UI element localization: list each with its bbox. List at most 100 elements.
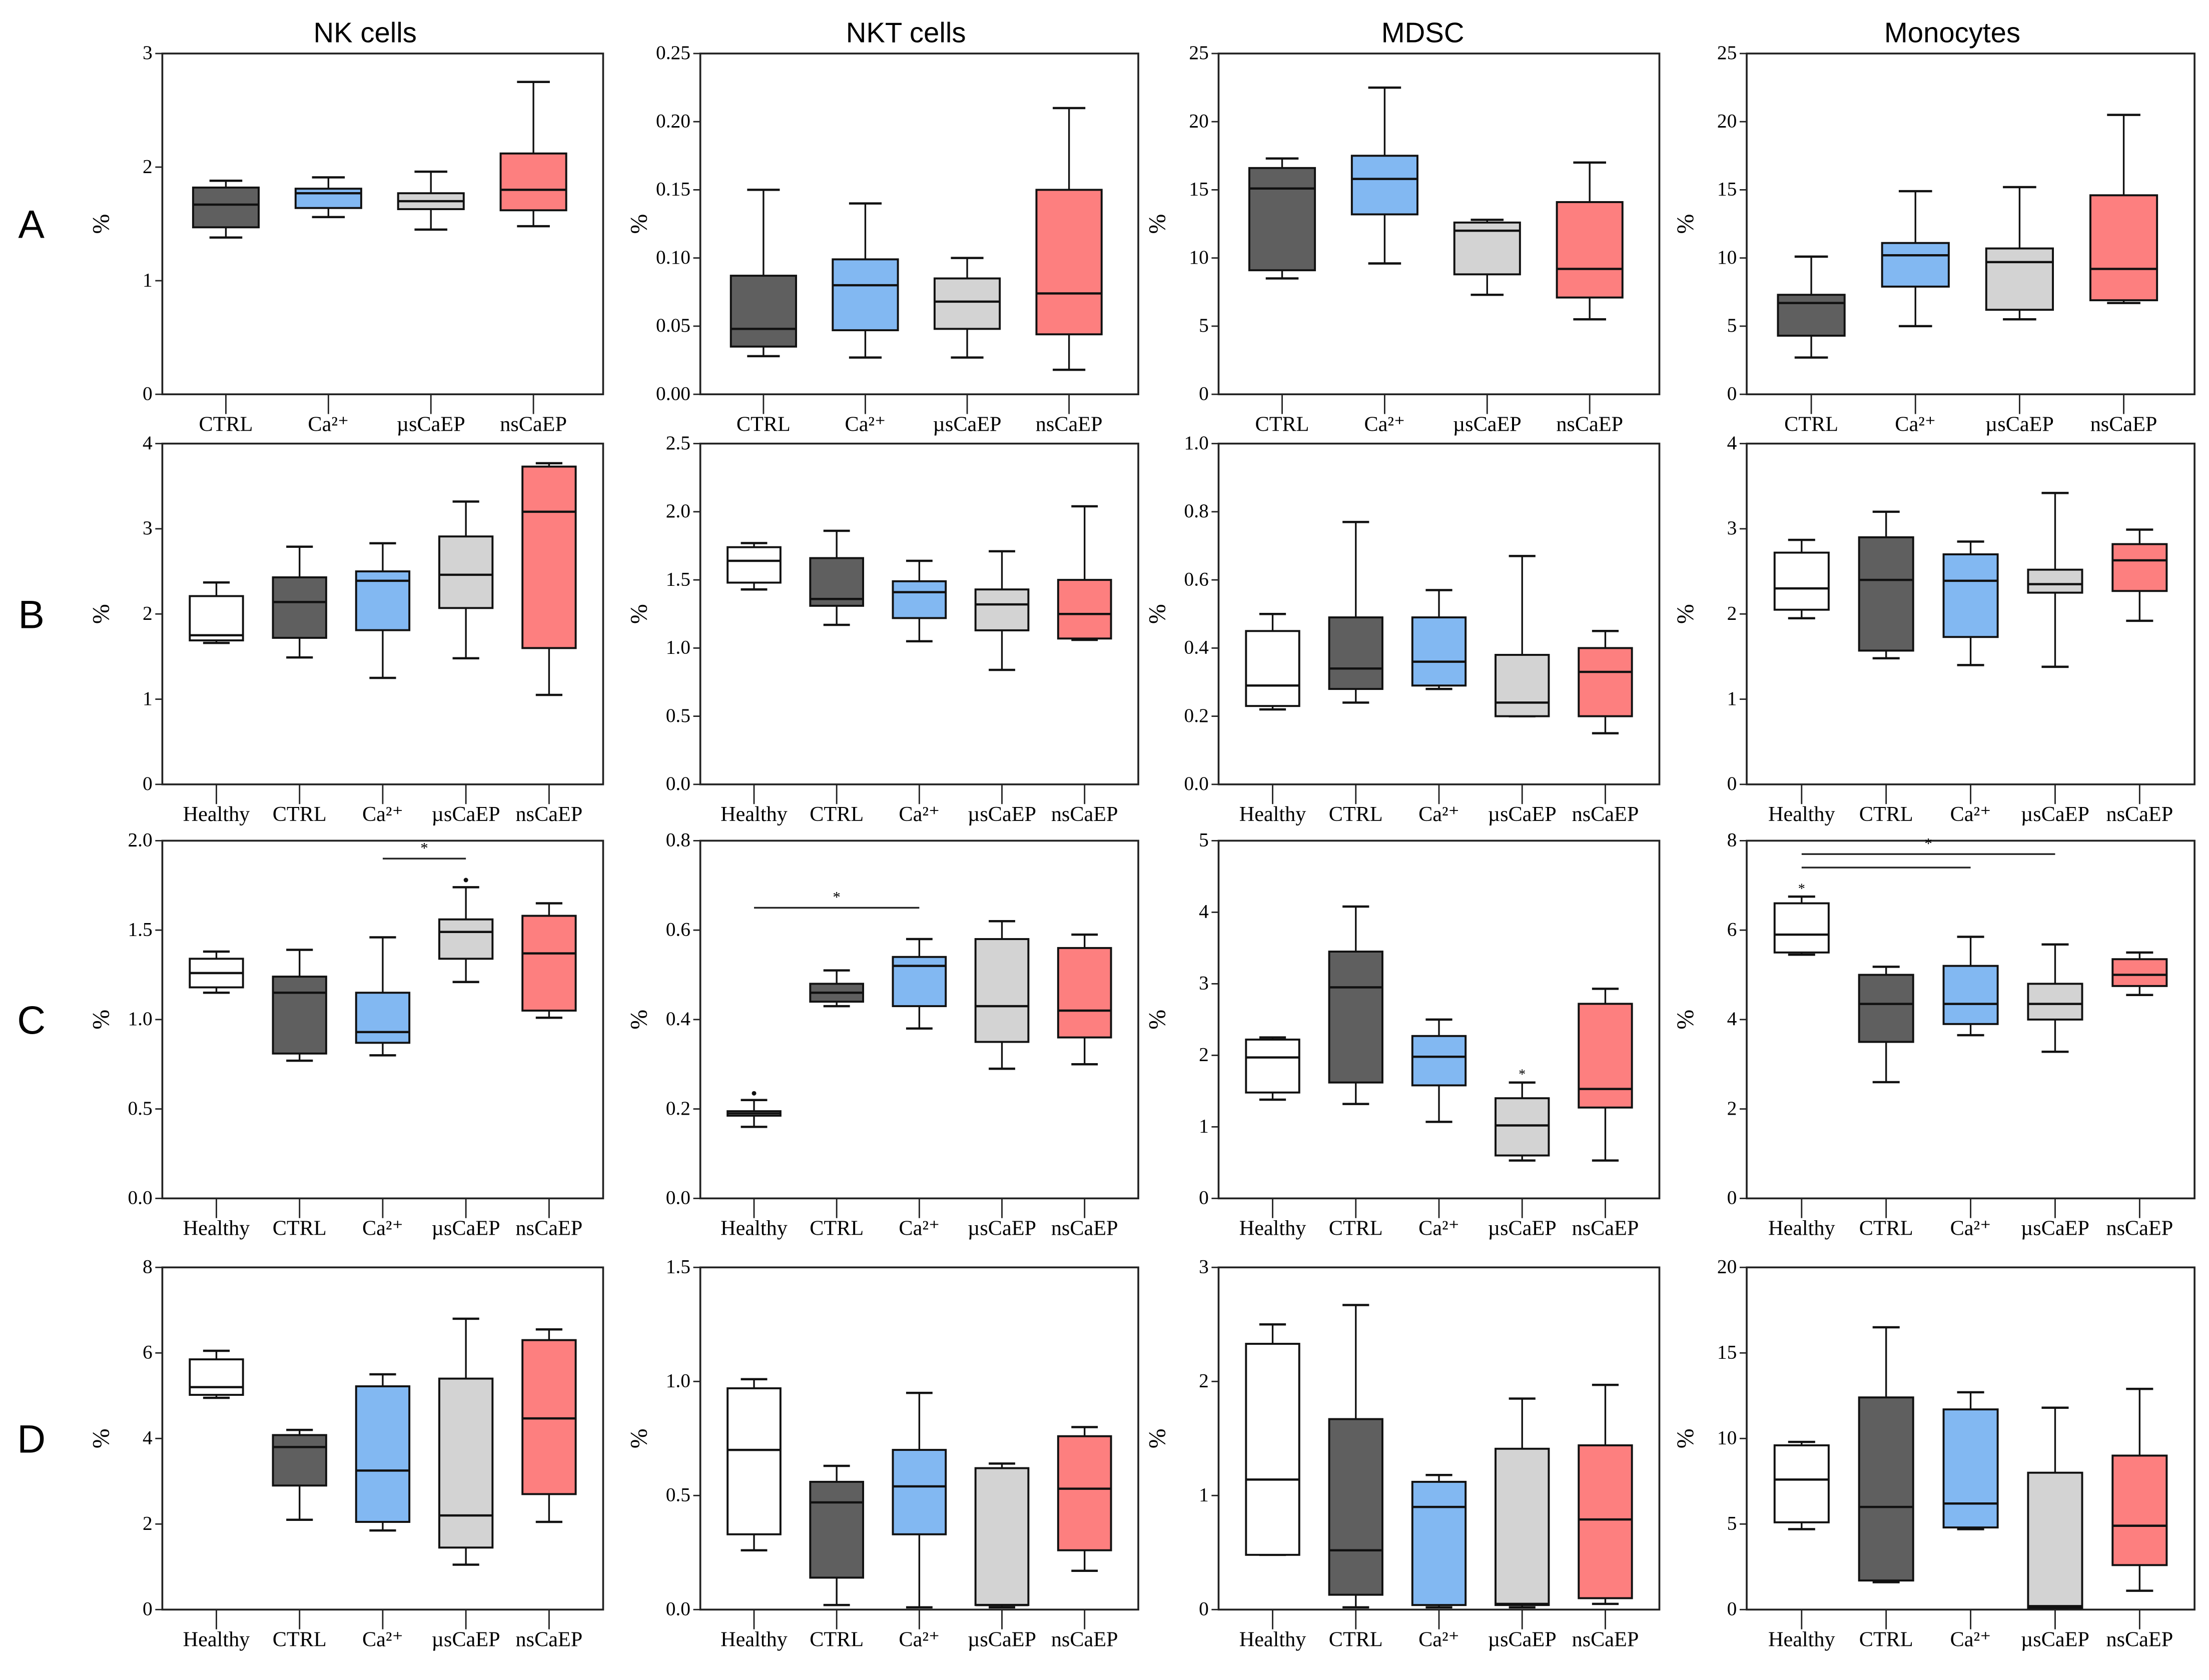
box bbox=[1942, 553, 1999, 638]
x-tick-label: nsCaEP bbox=[2090, 412, 2157, 436]
y-axis-label: % bbox=[88, 1428, 114, 1448]
y-tick-label: 0.0 bbox=[128, 1187, 152, 1209]
panel: 0 5 10 15 20% Healthy CTRL Ca²⁺ µsCaEP nsCaEP bbox=[1672, 1256, 2195, 1651]
x-tick-label: CTRL bbox=[1329, 1627, 1383, 1651]
x-tick-label: Ca²⁺ bbox=[308, 412, 349, 436]
box bbox=[2027, 983, 2083, 1021]
y-tick-label: 4 bbox=[1727, 432, 1737, 454]
box bbox=[933, 277, 1001, 330]
y-tick-label: 1 bbox=[1199, 1484, 1209, 1506]
x-tick-label: Ca²⁺ bbox=[362, 1217, 403, 1240]
box bbox=[1328, 951, 1383, 1084]
y-axis-label: % bbox=[1144, 214, 1171, 234]
box bbox=[729, 275, 798, 348]
x-tick-label: Ca²⁺ bbox=[845, 412, 886, 436]
y-axis-label: % bbox=[88, 214, 114, 234]
y-tick-label: 0 bbox=[1727, 772, 1737, 794]
y-tick-label: 4 bbox=[143, 1427, 153, 1449]
x-tick-label: µsCaEP bbox=[432, 1627, 500, 1651]
x-tick-label: Healthy bbox=[183, 1217, 250, 1240]
box bbox=[189, 1358, 244, 1396]
x-tick-label: nsCaEP bbox=[1036, 412, 1103, 436]
box bbox=[1773, 902, 1830, 954]
box bbox=[521, 465, 577, 649]
y-tick-label: 1.5 bbox=[666, 1256, 690, 1278]
panel: 0 1 2 3 4 5% Healthy CTRL Ca²⁺ µsCaEP nsCaEP * bbox=[1144, 829, 1661, 1240]
x-tick-label: nsCaEP bbox=[1572, 802, 1639, 826]
box bbox=[809, 557, 865, 607]
x-tick-label: Healthy bbox=[1239, 1217, 1306, 1240]
box bbox=[1858, 1396, 1914, 1582]
x-tick-label: Healthy bbox=[1239, 1627, 1306, 1651]
y-tick-label: 2 bbox=[1727, 1097, 1737, 1119]
y-tick-label: 3 bbox=[143, 42, 153, 64]
box bbox=[355, 992, 411, 1044]
box bbox=[1556, 201, 1624, 299]
y-tick-label: 0 bbox=[1727, 1598, 1737, 1620]
y-axis-label: % bbox=[88, 1010, 114, 1030]
y-tick-label: 0.0 bbox=[666, 772, 690, 794]
y-axis-label: % bbox=[626, 1428, 652, 1448]
box bbox=[438, 1377, 494, 1549]
y-tick-label: 15 bbox=[1189, 178, 1208, 200]
box bbox=[1035, 189, 1103, 336]
y-tick-label: 20 bbox=[1189, 110, 1208, 132]
box bbox=[272, 576, 327, 639]
box bbox=[2027, 1471, 2083, 1609]
y-tick-label: 20 bbox=[1717, 1256, 1737, 1278]
x-tick-label: CTRL bbox=[1784, 412, 1838, 436]
box bbox=[726, 1387, 782, 1535]
plot-frame bbox=[1217, 53, 1661, 395]
plot-frame bbox=[1746, 53, 2195, 395]
x-tick-label: CTRL bbox=[737, 412, 791, 436]
x-tick-label: Healthy bbox=[183, 802, 250, 826]
y-tick-label: 5 bbox=[1199, 314, 1209, 336]
x-tick-label: CTRL bbox=[273, 1217, 327, 1240]
box bbox=[1057, 1435, 1112, 1551]
x-tick-label: µsCaEP bbox=[968, 1627, 1036, 1651]
y-tick-label: 4 bbox=[1199, 901, 1209, 923]
y-tick-label: 3 bbox=[143, 517, 153, 539]
y-axis-label: % bbox=[626, 214, 652, 234]
x-tick-label: Ca²⁺ bbox=[1418, 1217, 1459, 1240]
y-tick-label: 6 bbox=[143, 1341, 153, 1363]
x-tick-label: Ca²⁺ bbox=[1364, 412, 1405, 436]
panel: 0 2 4 6 8% Healthy CTRL Ca²⁺ µsCaEP nsCaEP * * bbox=[1672, 829, 2195, 1240]
x-tick-label: nsCaEP bbox=[1051, 1217, 1118, 1240]
box bbox=[272, 1434, 327, 1487]
box bbox=[1773, 551, 1830, 611]
box bbox=[2111, 1454, 2168, 1566]
x-tick-label: Ca²⁺ bbox=[1895, 412, 1936, 436]
box bbox=[1858, 974, 1914, 1043]
box bbox=[2089, 194, 2158, 302]
row-label: D bbox=[17, 1417, 46, 1461]
y-axis-label: % bbox=[626, 604, 652, 624]
x-tick-label: Ca²⁺ bbox=[362, 802, 403, 826]
x-tick-label: CTRL bbox=[810, 802, 864, 826]
x-tick-label: nsCaEP bbox=[2106, 802, 2173, 826]
box bbox=[521, 1339, 577, 1495]
x-tick-label: µsCaEP bbox=[1488, 1627, 1557, 1651]
y-axis-label: % bbox=[1672, 214, 1699, 234]
x-tick-label: CTRL bbox=[1859, 1627, 1913, 1651]
box bbox=[1411, 616, 1467, 687]
x-tick-label: Healthy bbox=[1239, 802, 1306, 826]
x-tick-label: Ca²⁺ bbox=[1418, 1627, 1459, 1651]
x-tick-label: µsCaEP bbox=[2021, 1217, 2089, 1240]
column-title: MDSC bbox=[1381, 17, 1464, 48]
y-axis-label: % bbox=[88, 604, 114, 624]
y-tick-label: 1 bbox=[143, 269, 153, 291]
x-tick-label: nsCaEP bbox=[1572, 1627, 1639, 1651]
y-tick-label: 0.0 bbox=[666, 1187, 690, 1209]
x-tick-label: nsCaEP bbox=[500, 412, 567, 436]
x-tick-label: nsCaEP bbox=[516, 1627, 583, 1651]
box bbox=[1578, 647, 1633, 717]
x-tick-label: CTRL bbox=[273, 1627, 327, 1651]
box bbox=[1985, 247, 2054, 311]
x-tick-label: CTRL bbox=[199, 412, 253, 436]
y-tick-label: 0 bbox=[143, 382, 153, 404]
y-tick-label: 0.05 bbox=[656, 314, 690, 336]
x-tick-label: Healthy bbox=[720, 802, 788, 826]
y-axis-label: % bbox=[1144, 1010, 1171, 1030]
